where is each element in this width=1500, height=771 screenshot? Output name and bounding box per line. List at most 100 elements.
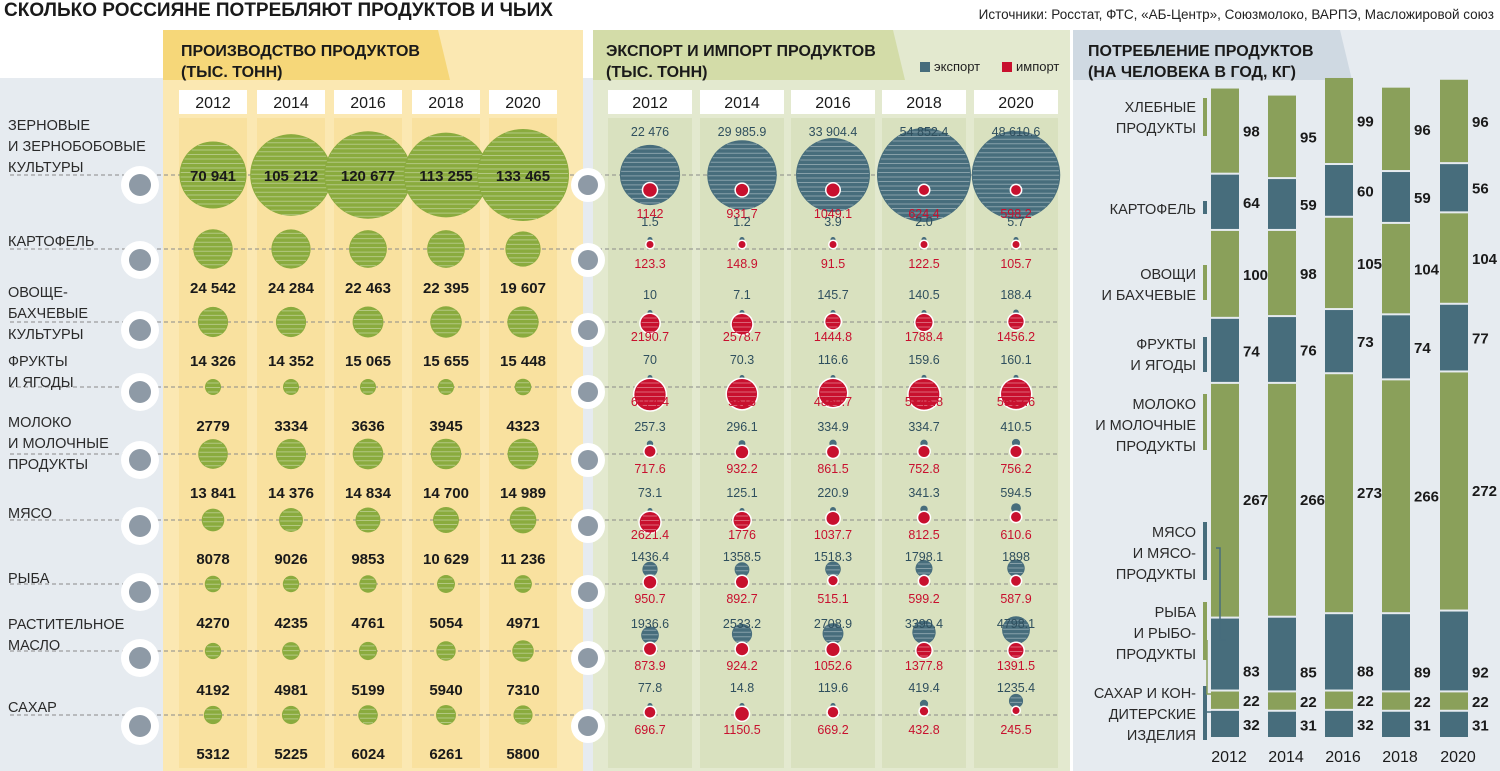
year-tab bbox=[791, 90, 875, 114]
export-value: 257.3 bbox=[634, 420, 665, 434]
production-bubble-hatch bbox=[360, 578, 376, 589]
production-value: 14 989 bbox=[500, 485, 546, 502]
export-bubble-hatch bbox=[826, 564, 840, 575]
consumption-bar-segment bbox=[1211, 618, 1239, 690]
export-bubble-hatch bbox=[823, 626, 843, 642]
production-value: 4192 bbox=[196, 682, 229, 699]
production-value: 4270 bbox=[196, 615, 229, 632]
export-value: 14.8 bbox=[730, 681, 754, 695]
production-value: 4981 bbox=[274, 682, 307, 699]
category-label: И ЗЕРНОБОБОВЫЕ bbox=[8, 139, 146, 155]
production-bubble-hatch bbox=[204, 709, 222, 720]
consumption-value: 59 bbox=[1300, 197, 1317, 214]
year-tab bbox=[974, 90, 1058, 114]
production-bubble-hatch bbox=[282, 709, 300, 720]
consumption-bar-segment bbox=[1325, 614, 1353, 690]
consumption-bar-segment bbox=[1268, 230, 1296, 316]
production-header-tab bbox=[163, 30, 450, 80]
consumption-bar-segment bbox=[1268, 179, 1296, 229]
wheat-icon bbox=[578, 175, 598, 195]
year-tab bbox=[257, 90, 325, 114]
export-bubble-hatch bbox=[916, 563, 932, 574]
consumption-value: 105 bbox=[1357, 256, 1382, 273]
year-tab bbox=[334, 90, 402, 114]
consumption-year-label: 2014 bbox=[1268, 749, 1304, 766]
consumption-bar-segment bbox=[1382, 172, 1410, 222]
import-bubble bbox=[640, 314, 660, 333]
year-tab bbox=[412, 90, 480, 114]
grapes-icon bbox=[129, 381, 151, 403]
production-bubble-hatch bbox=[202, 512, 224, 527]
production-bubble-hatch bbox=[280, 511, 302, 531]
import-bubble bbox=[919, 576, 929, 586]
consumption-bar-segment bbox=[1382, 223, 1410, 314]
consumption-category-marker bbox=[1203, 522, 1207, 580]
export-value: 1436.4 bbox=[631, 550, 669, 564]
production-value: 5225 bbox=[274, 746, 307, 763]
consumption-bar-segment bbox=[1211, 174, 1239, 229]
export-value: 334.7 bbox=[908, 420, 939, 434]
consumption-value: 59 bbox=[1414, 190, 1431, 207]
import-bubble bbox=[735, 446, 749, 459]
import-bubble-hatch bbox=[916, 317, 932, 328]
export-bubble-hatch bbox=[1003, 619, 1029, 644]
production-title: (ТЫС. ТОНН) bbox=[181, 64, 282, 81]
consumption-bar-segment bbox=[1440, 372, 1468, 610]
export-bubble-hatch bbox=[913, 624, 935, 644]
production-bubble bbox=[403, 132, 489, 218]
production-title: ПРОИЗВОДСТВО ПРОДУКТОВ bbox=[181, 43, 420, 60]
production-bubble bbox=[477, 129, 569, 221]
grapes-icon bbox=[578, 382, 598, 402]
consumption-value: 22 bbox=[1414, 694, 1431, 711]
consumption-bar-segment bbox=[1382, 692, 1410, 710]
export-bubble bbox=[641, 626, 659, 645]
production-bubble-hatch bbox=[513, 643, 533, 659]
production-bubble bbox=[438, 379, 454, 395]
category-label: МЯСО bbox=[8, 506, 52, 522]
consumption-value: 272 bbox=[1472, 483, 1497, 500]
consumption-value: 267 bbox=[1243, 492, 1268, 509]
production-bubble bbox=[514, 378, 532, 396]
consumption-bar-segment bbox=[1325, 77, 1353, 164]
production-bubble bbox=[197, 306, 229, 338]
production-bubble-hatch bbox=[359, 645, 377, 656]
production-bubble-hatch bbox=[437, 644, 455, 660]
export-value: 1518.3 bbox=[814, 550, 852, 564]
production-value: 3636 bbox=[351, 418, 384, 435]
consumption-bar-segment bbox=[1382, 315, 1410, 379]
production-value: 4323 bbox=[506, 418, 539, 435]
production-value: 24 542 bbox=[190, 280, 236, 297]
production-value: 3334 bbox=[274, 418, 308, 435]
production-bubble-hatch bbox=[277, 442, 305, 466]
export-value: 2708.9 bbox=[814, 617, 852, 631]
import-bubble bbox=[915, 314, 933, 331]
consumption-value: 266 bbox=[1414, 488, 1439, 505]
consumption-bar-segment bbox=[1268, 617, 1296, 691]
production-value: 15 655 bbox=[423, 353, 469, 370]
production-value: 22 395 bbox=[423, 280, 469, 297]
import-bubble-hatch bbox=[820, 382, 846, 406]
category-label: РАСТИТЕЛЬНОЕ bbox=[8, 617, 125, 633]
potato-icon bbox=[129, 249, 151, 271]
consumption-value: 92 bbox=[1472, 664, 1489, 681]
production-bubble-hatch bbox=[251, 137, 331, 216]
production-value: 10 629 bbox=[423, 551, 469, 568]
production-bubble bbox=[204, 642, 222, 660]
consumption-category-label: МЯСО bbox=[1152, 525, 1196, 541]
production-bubble bbox=[352, 306, 384, 338]
year-label: 2018 bbox=[906, 95, 942, 112]
oil-bottle-icon bbox=[129, 647, 151, 669]
consumption-bar-segment bbox=[1268, 692, 1296, 710]
production-bubble-hatch bbox=[199, 442, 227, 467]
chart-title: СКОЛЬКО РОССИЯНЕ ПОТРЕБЛЯЮТ ПРОДУКТОВ И … bbox=[4, 0, 553, 21]
import-bubble-hatch bbox=[1009, 646, 1023, 657]
import-bubble bbox=[920, 241, 928, 248]
export-bubble bbox=[619, 144, 681, 206]
consumption-value: 266 bbox=[1300, 492, 1325, 509]
import-value: 1037.7 bbox=[814, 528, 852, 542]
consumption-bar-segment bbox=[1440, 164, 1468, 212]
production-bubble bbox=[507, 438, 539, 470]
import-value: 1142 bbox=[637, 207, 664, 221]
production-bubble bbox=[360, 379, 376, 395]
consumption-category-label: И БАХЧЕВЫЕ bbox=[1101, 288, 1196, 304]
